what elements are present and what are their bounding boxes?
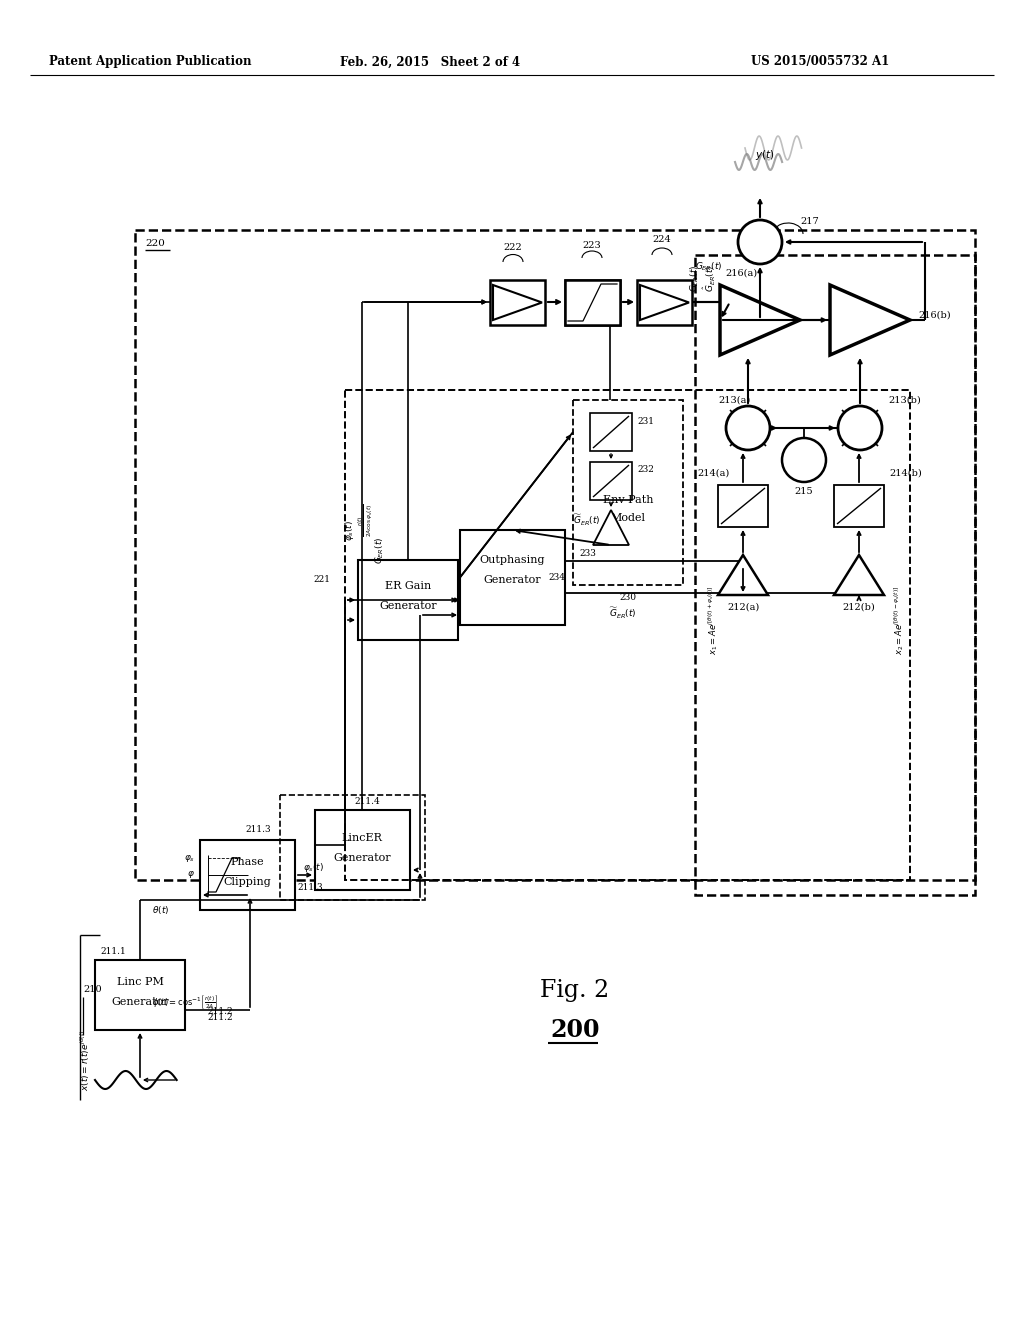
- Bar: [358, 560, 458, 640]
- Polygon shape: [834, 554, 884, 595]
- Bar: [135, 230, 975, 880]
- Text: $\hat{G}_{ER}(t)$: $\hat{G}_{ER}(t)$: [701, 264, 718, 292]
- Polygon shape: [830, 285, 910, 355]
- Text: $\varphi_s(t)$: $\varphi_s(t)$: [303, 861, 325, 874]
- Bar: [460, 531, 565, 624]
- Bar: [834, 484, 884, 527]
- Text: $G_{ER}(t)$: $G_{ER}(t)$: [695, 261, 722, 273]
- Bar: [637, 280, 692, 325]
- Text: 213(b): 213(b): [888, 396, 921, 404]
- Bar: [590, 462, 632, 500]
- Text: 200: 200: [550, 1018, 599, 1041]
- Text: $G_{ER}(t)$: $G_{ER}(t)$: [689, 264, 701, 292]
- Text: Generator: Generator: [333, 853, 391, 863]
- Polygon shape: [640, 285, 689, 319]
- Text: 234: 234: [548, 573, 565, 582]
- Polygon shape: [720, 285, 800, 355]
- Text: 210: 210: [83, 986, 101, 994]
- Text: 223: 223: [583, 240, 601, 249]
- Bar: [565, 280, 620, 325]
- Text: 232: 232: [637, 466, 654, 474]
- Text: $\widetilde{G}_{ER}(t)$: $\widetilde{G}_{ER}(t)$: [573, 512, 600, 528]
- Bar: [315, 810, 410, 890]
- Text: 220: 220: [145, 239, 165, 248]
- Text: 222: 222: [504, 243, 522, 252]
- Text: $\varphi$: $\varphi$: [187, 870, 195, 880]
- Text: 221: 221: [313, 576, 330, 585]
- Text: 231: 231: [637, 417, 654, 425]
- Text: Feb. 26, 2015 Sheet 2 of 4: Feb. 26, 2015 Sheet 2 of 4: [340, 55, 520, 69]
- Polygon shape: [493, 285, 542, 319]
- Text: 230: 230: [620, 593, 637, 602]
- Bar: [280, 795, 425, 900]
- Text: Outphasing: Outphasing: [479, 554, 545, 565]
- Bar: [695, 255, 975, 895]
- Bar: [590, 413, 632, 451]
- Text: 215: 215: [795, 487, 813, 496]
- Text: $\theta(t)$: $\theta(t)$: [152, 904, 169, 916]
- Text: Phase: Phase: [230, 857, 264, 867]
- Text: 233: 233: [580, 549, 596, 557]
- Polygon shape: [718, 554, 768, 595]
- Bar: [490, 280, 545, 325]
- Bar: [200, 840, 295, 909]
- Text: $\varphi_s(t)$: $\varphi_s(t)$: [343, 519, 356, 541]
- Bar: [565, 280, 620, 325]
- Text: Linc PM: Linc PM: [117, 977, 164, 987]
- Text: Clipping: Clipping: [223, 876, 271, 887]
- Text: LincER: LincER: [342, 833, 382, 843]
- Text: 224: 224: [652, 235, 672, 244]
- Text: 217: 217: [800, 218, 819, 227]
- Text: 212(a): 212(a): [727, 602, 759, 611]
- Text: 211.1: 211.1: [100, 948, 126, 957]
- Text: $\phi(t)=\cos^{-1}\!\left[\frac{r(t)}{2A}\right]$: $\phi(t)=\cos^{-1}\!\left[\frac{r(t)}{2A…: [152, 993, 218, 1011]
- Bar: [573, 400, 683, 585]
- Text: Model: Model: [610, 513, 645, 523]
- Text: 211.2: 211.2: [207, 1014, 232, 1023]
- Circle shape: [782, 438, 826, 482]
- Text: $x_1=Ae^{j[\theta(t)+\varphi_s(t)]}$: $x_1=Ae^{j[\theta(t)+\varphi_s(t)]}$: [707, 585, 720, 655]
- Text: Generator: Generator: [483, 576, 541, 585]
- Text: $x_2=Ae^{j[\theta(t)-\varphi_s(t)]}$: $x_2=Ae^{j[\theta(t)-\varphi_s(t)]}$: [892, 585, 906, 655]
- Bar: [95, 960, 185, 1030]
- Text: 213(a): 213(a): [718, 396, 751, 404]
- Text: Env Path: Env Path: [603, 495, 653, 506]
- Circle shape: [738, 220, 782, 264]
- Text: Generator: Generator: [112, 997, 169, 1007]
- Text: 211.2: 211.2: [207, 1007, 232, 1016]
- Text: 212(b): 212(b): [843, 602, 876, 611]
- Text: US 2015/0055732 A1: US 2015/0055732 A1: [751, 55, 889, 69]
- Text: $\varphi_s$: $\varphi_s$: [184, 853, 195, 863]
- Text: $y(t)$: $y(t)$: [755, 148, 775, 162]
- Bar: [345, 389, 910, 880]
- Text: $x(t)=r(t)e^{j\theta(t)}$: $x(t)=r(t)e^{j\theta(t)}$: [78, 1030, 92, 1090]
- Polygon shape: [593, 510, 629, 545]
- Text: ER Gain: ER Gain: [385, 581, 431, 591]
- Text: 214(b): 214(b): [889, 469, 922, 478]
- Text: $\frac{r(t)}{2A\cos\varphi_s(t)}$: $\frac{r(t)}{2A\cos\varphi_s(t)}$: [356, 503, 374, 537]
- Text: Patent Application Publication: Patent Application Publication: [49, 55, 251, 69]
- Bar: [718, 484, 768, 527]
- Text: 216(b): 216(b): [918, 310, 950, 319]
- Text: 214(a): 214(a): [697, 469, 729, 478]
- Circle shape: [838, 407, 882, 450]
- Text: $G_{ER}(t)$: $G_{ER}(t)$: [374, 536, 386, 564]
- Circle shape: [726, 407, 770, 450]
- Text: $\widetilde{G}_{ER}(t)$: $\widetilde{G}_{ER}(t)$: [609, 606, 637, 620]
- Text: Fig. 2: Fig. 2: [540, 978, 609, 1002]
- Text: Generator: Generator: [379, 601, 437, 611]
- Text: 216(a): 216(a): [725, 268, 757, 277]
- Text: 211.3: 211.3: [297, 883, 323, 892]
- Text: 211.4: 211.4: [354, 797, 380, 807]
- Text: 211.3: 211.3: [245, 825, 270, 834]
